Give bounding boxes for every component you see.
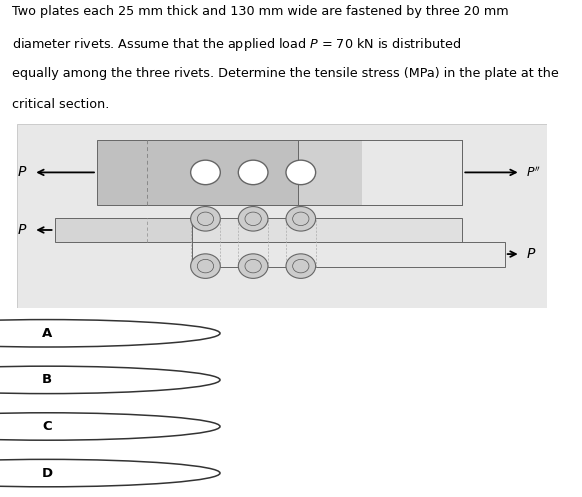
Circle shape xyxy=(0,366,220,394)
Text: $P$: $P$ xyxy=(526,247,536,261)
Text: $P''$: $P''$ xyxy=(526,165,541,179)
Text: equally among the three rivets. Determine the tensile stress (MPa) in the plate : equally among the three rivets. Determin… xyxy=(12,67,558,80)
Text: critical section.: critical section. xyxy=(12,97,109,110)
Text: 25.45: 25.45 xyxy=(85,419,131,434)
Circle shape xyxy=(0,320,220,347)
Text: 21.82: 21.82 xyxy=(85,372,131,387)
Bar xyxy=(229,140,462,205)
Bar xyxy=(97,140,298,205)
Text: $P$: $P$ xyxy=(17,223,27,237)
Text: $P$: $P$ xyxy=(17,166,27,179)
Text: A: A xyxy=(42,327,52,340)
Circle shape xyxy=(191,207,221,231)
Circle shape xyxy=(286,160,315,185)
Circle shape xyxy=(0,413,220,440)
Circle shape xyxy=(286,254,315,278)
Text: 26.67: 26.67 xyxy=(85,466,131,481)
Text: Two plates each 25 mm thick and 130 mm wide are fastened by three 20 mm: Two plates each 25 mm thick and 130 mm w… xyxy=(12,5,508,18)
Bar xyxy=(192,242,505,266)
Text: D: D xyxy=(41,467,52,480)
Circle shape xyxy=(238,254,268,278)
Bar xyxy=(192,218,462,242)
Circle shape xyxy=(238,207,268,231)
Text: diameter rivets. Assume that the applied load $P$ = 70 kN is distributed: diameter rivets. Assume that the applied… xyxy=(12,36,461,53)
Circle shape xyxy=(286,207,315,231)
Text: B: B xyxy=(42,373,52,386)
Bar xyxy=(229,140,462,205)
Circle shape xyxy=(191,160,221,185)
Circle shape xyxy=(191,254,221,278)
Text: C: C xyxy=(42,420,52,433)
Text: 18.18: 18.18 xyxy=(85,326,132,341)
Circle shape xyxy=(238,160,268,185)
Bar xyxy=(362,140,462,205)
Circle shape xyxy=(0,459,220,487)
Bar xyxy=(55,218,192,242)
